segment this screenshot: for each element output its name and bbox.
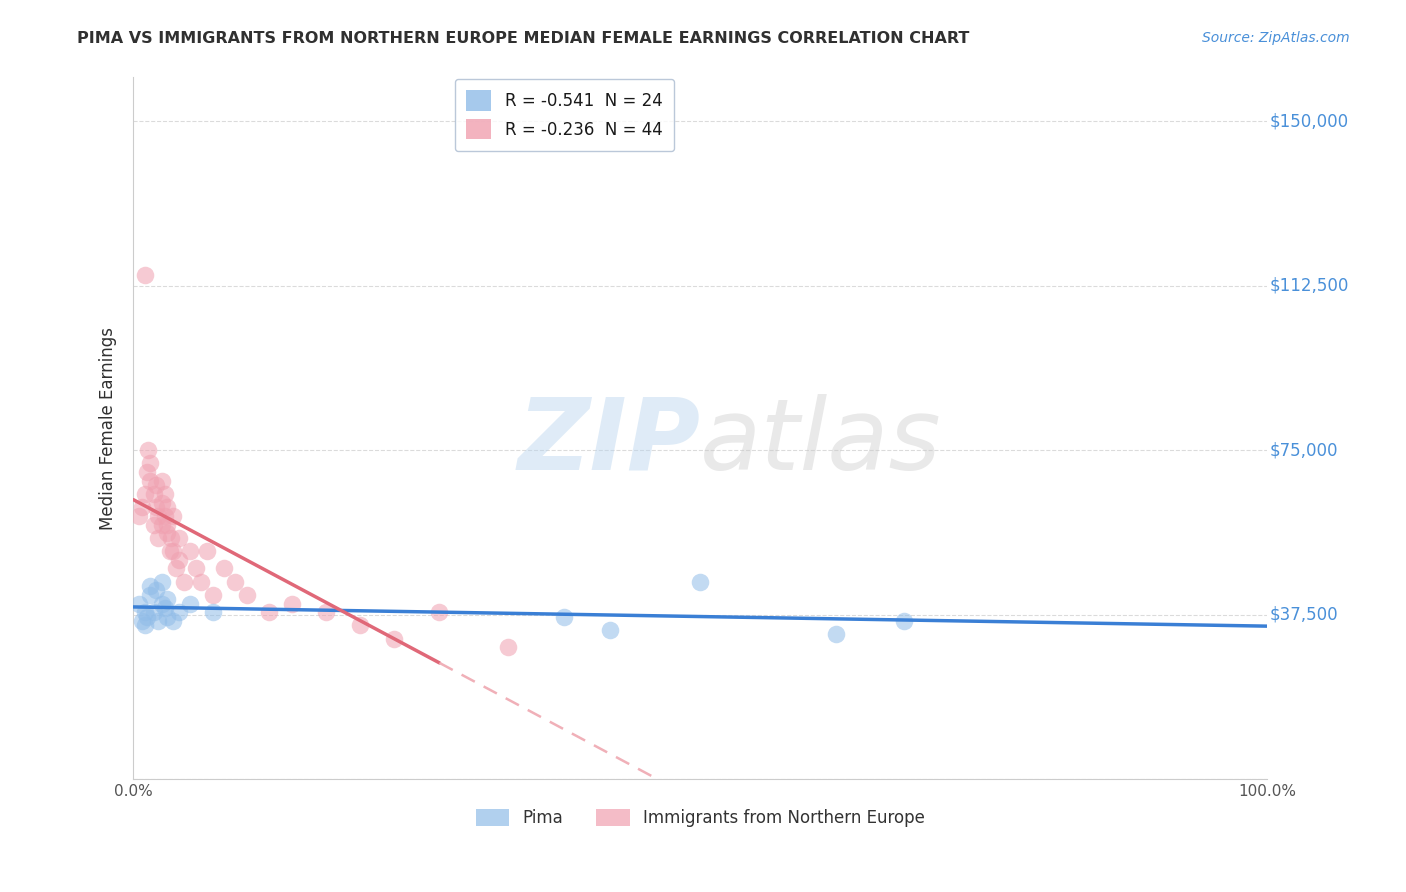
Point — [145, 500, 167, 514]
Point — [259, 605, 281, 619]
Point — [150, 517, 173, 532]
Point — [159, 531, 181, 545]
Point — [150, 496, 173, 510]
Point — [153, 487, 176, 501]
Point — [167, 605, 190, 619]
Point — [150, 574, 173, 589]
Point — [156, 592, 179, 607]
Point — [142, 605, 165, 619]
Legend: Pima, Immigrants from Northern Europe: Pima, Immigrants from Northern Europe — [470, 802, 932, 834]
Point — [201, 588, 224, 602]
Y-axis label: Median Female Earnings: Median Female Earnings — [100, 326, 117, 530]
Point — [167, 531, 190, 545]
Point — [159, 544, 181, 558]
Point — [139, 474, 162, 488]
Point — [136, 465, 159, 479]
Point — [128, 508, 150, 523]
Point — [142, 517, 165, 532]
Point — [142, 487, 165, 501]
Text: ZIP: ZIP — [517, 393, 700, 491]
Point — [148, 614, 170, 628]
Point — [148, 531, 170, 545]
Point — [134, 487, 156, 501]
Point — [201, 605, 224, 619]
Point — [162, 544, 184, 558]
Point — [349, 618, 371, 632]
Point — [131, 500, 153, 514]
Point — [825, 627, 848, 641]
Point — [156, 500, 179, 514]
Point — [136, 609, 159, 624]
Point — [162, 614, 184, 628]
Point — [235, 588, 257, 602]
Point — [167, 552, 190, 566]
Point — [139, 588, 162, 602]
Point — [893, 614, 915, 628]
Point — [128, 597, 150, 611]
Point — [134, 605, 156, 619]
Point — [179, 597, 201, 611]
Point — [134, 618, 156, 632]
Point — [153, 601, 176, 615]
Point — [315, 605, 337, 619]
Point — [139, 579, 162, 593]
Text: $37,500: $37,500 — [1270, 606, 1339, 624]
Point — [195, 544, 218, 558]
Point — [145, 478, 167, 492]
Point — [212, 561, 235, 575]
Point — [150, 597, 173, 611]
Point — [184, 561, 207, 575]
Point — [156, 517, 179, 532]
Text: $150,000: $150,000 — [1270, 112, 1348, 130]
Point — [224, 574, 246, 589]
Point — [150, 474, 173, 488]
Point — [190, 574, 212, 589]
Point — [429, 605, 451, 619]
Point — [496, 640, 519, 655]
Point — [281, 597, 304, 611]
Point — [156, 609, 179, 624]
Text: Source: ZipAtlas.com: Source: ZipAtlas.com — [1202, 31, 1350, 45]
Point — [139, 456, 162, 470]
Point — [599, 623, 621, 637]
Point — [148, 508, 170, 523]
Text: $75,000: $75,000 — [1270, 442, 1339, 459]
Text: PIMA VS IMMIGRANTS FROM NORTHERN EUROPE MEDIAN FEMALE EARNINGS CORRELATION CHART: PIMA VS IMMIGRANTS FROM NORTHERN EUROPE … — [77, 31, 970, 46]
Point — [382, 632, 405, 646]
Point — [136, 443, 159, 458]
Point — [156, 526, 179, 541]
Point — [173, 574, 195, 589]
Point — [153, 508, 176, 523]
Text: atlas: atlas — [700, 393, 942, 491]
Point — [162, 508, 184, 523]
Text: $112,500: $112,500 — [1270, 277, 1348, 294]
Point — [165, 561, 187, 575]
Point — [689, 574, 711, 589]
Point — [145, 583, 167, 598]
Point — [553, 609, 575, 624]
Point — [179, 544, 201, 558]
Point — [134, 268, 156, 282]
Point — [131, 614, 153, 628]
